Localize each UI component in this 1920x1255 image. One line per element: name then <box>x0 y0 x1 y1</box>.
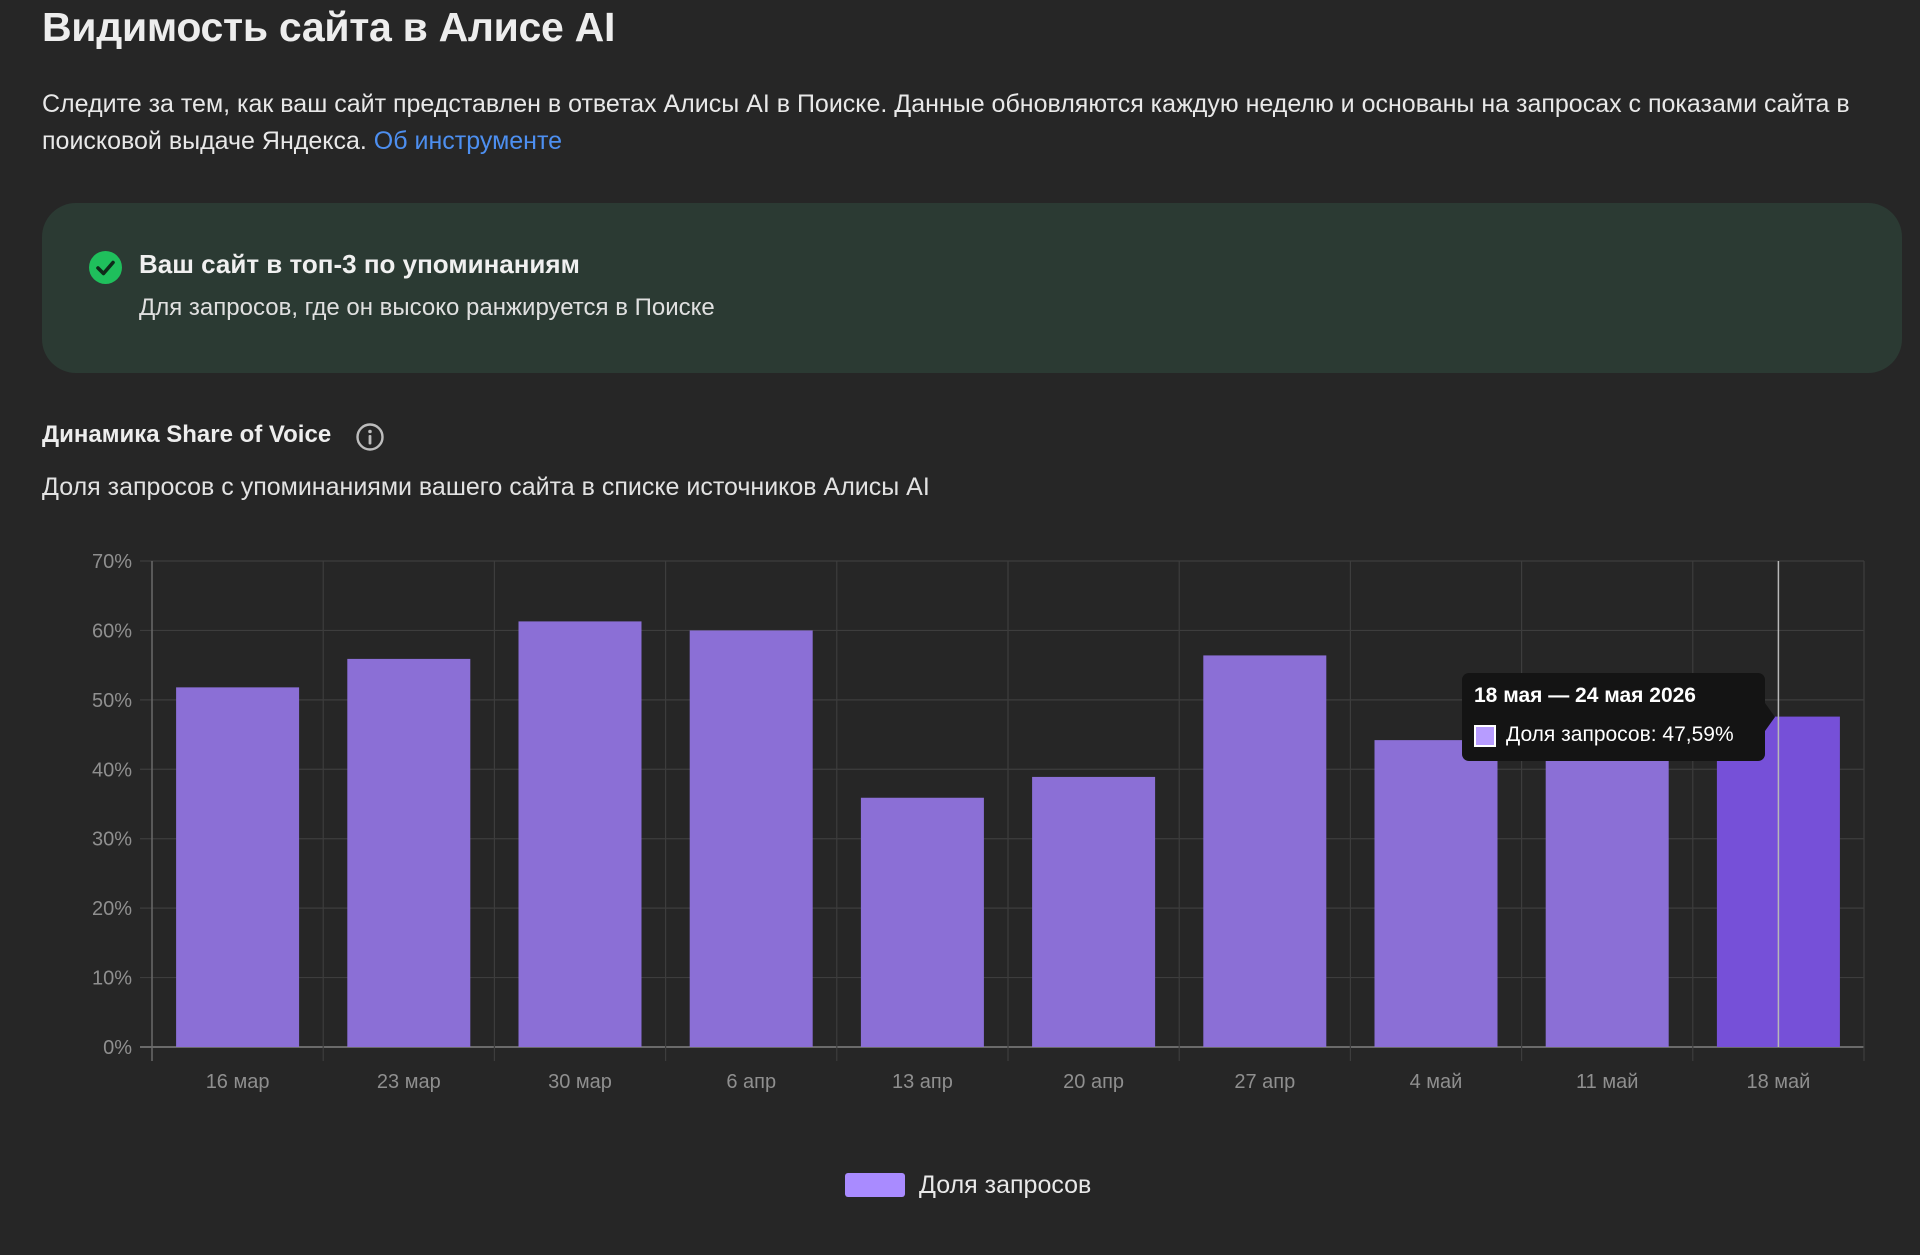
bar-9 <box>1545 742 1669 1047</box>
y-tick-label: 0% <box>103 1037 132 1059</box>
x-tick-label: 20 апр <box>1063 1071 1124 1093</box>
y-tick-label: 30% <box>92 829 132 851</box>
x-tick-label: 30 мар <box>548 1071 612 1093</box>
tooltip-series-swatch <box>1474 725 1496 747</box>
about-tool-link[interactable]: Об инструменте <box>373 127 563 155</box>
status-card: Ваш сайт в топ-3 по упоминаниям Для запр… <box>42 203 1902 373</box>
bar-4 <box>689 630 813 1047</box>
page-title: Видимость сайта в Алисе AI <box>42 4 616 50</box>
x-tick-label: 4 май <box>1410 1071 1463 1093</box>
chart-legend-item[interactable]: Доля запросов <box>845 1168 1091 1202</box>
tooltip-pointer <box>1765 703 1775 731</box>
bar-5 <box>860 797 984 1047</box>
bar-6 <box>1032 776 1156 1047</box>
x-tick-label: 13 апр <box>892 1071 953 1093</box>
y-tick-label: 70% <box>92 551 132 573</box>
x-tick-label: 18 май <box>1746 1071 1810 1093</box>
y-tick-label: 20% <box>92 898 132 920</box>
bar-8 <box>1374 740 1498 1047</box>
y-tick-label: 40% <box>92 759 132 781</box>
section-title: Динамика Share of Voice <box>42 421 332 448</box>
status-subtitle: Для запросов, где он высоко ранжируется … <box>139 294 715 321</box>
x-tick-label: 16 мар <box>206 1071 270 1093</box>
bar-1 <box>176 687 300 1047</box>
info-icon[interactable] <box>355 422 385 452</box>
tooltip-value-label: Доля запросов: 47,59% <box>1506 723 1734 746</box>
check-circle-icon <box>89 251 122 284</box>
x-tick-label: 27 апр <box>1234 1071 1295 1093</box>
page-description-text: Следите за тем, как ваш сайт представлен… <box>42 90 1850 155</box>
page-description: Следите за тем, как ваш сайт представлен… <box>42 86 1902 160</box>
x-tick-label: 6 апр <box>726 1071 776 1093</box>
bar-3 <box>518 621 642 1047</box>
y-tick-label: 50% <box>92 690 132 712</box>
legend-label: Доля запросов <box>919 1170 1092 1199</box>
bar-7 <box>1203 655 1327 1047</box>
x-tick-label: 23 мар <box>377 1071 441 1093</box>
legend-swatch <box>845 1173 905 1197</box>
section-subtitle: Доля запросов с упоминаниями вашего сайт… <box>42 473 930 501</box>
y-tick-label: 60% <box>92 620 132 642</box>
bar-2 <box>347 658 471 1047</box>
x-tick-label: 11 май <box>1576 1071 1638 1093</box>
status-title: Ваш сайт в топ-3 по упоминаниям <box>139 249 580 279</box>
chart-tooltip: 18 мая — 24 мая 2026 Доля запросов: 47,5… <box>1462 673 1765 761</box>
tooltip-title: 18 мая — 24 мая 2026 <box>1474 684 1696 707</box>
y-tick-label: 10% <box>92 968 132 990</box>
